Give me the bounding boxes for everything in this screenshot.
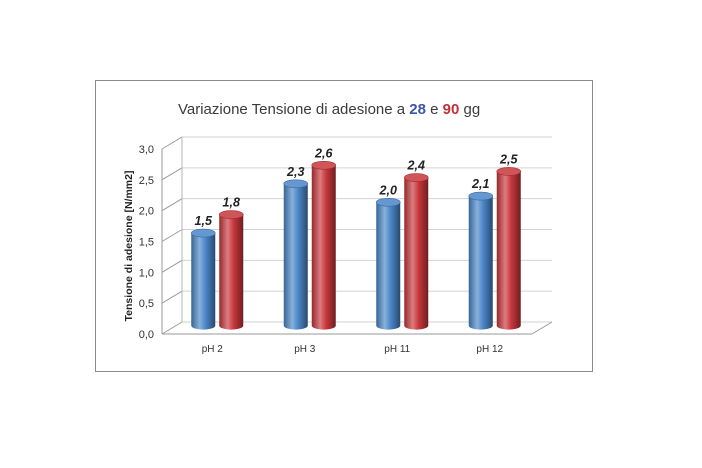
floor-edge	[531, 321, 553, 335]
data-label: 2,3	[286, 165, 304, 179]
y-tick-label: 2,0	[139, 206, 154, 218]
grid-depth-line	[161, 321, 183, 335]
bar-top-3-1	[496, 167, 522, 176]
bar-0-1	[219, 214, 244, 330]
bar-top-2-0	[375, 197, 401, 207]
x-tick-label: pH 2	[202, 344, 224, 355]
y-tick-label: 3,0	[139, 144, 154, 156]
bar-top-3-0	[468, 191, 494, 201]
data-label: 1,5	[195, 214, 213, 228]
chart-title: Variazione Tensione di adesione a 28 e 9…	[178, 101, 480, 118]
bar-top-2-1	[403, 173, 429, 182]
plot-area: 0,0 0,5 1,0 1,5 2,0 2,5 3,0 1,5 1,8 pH 2 2,3 2,6 pH …	[139, 136, 553, 355]
bar-top-0-1	[218, 210, 244, 219]
y-tick-label: 2,5	[139, 175, 154, 187]
chart-title-prefix: Variazione Tensione di adesione a	[178, 101, 409, 118]
chart-title-middle: e	[426, 101, 443, 118]
data-label: 2,6	[314, 146, 333, 160]
data-label: 2,5	[499, 152, 518, 166]
bar-3-0	[468, 196, 493, 330]
chart: Variazione Tensione di adesione a 28 e 9…	[123, 101, 553, 355]
bar-2-1	[404, 177, 429, 330]
grid-depth-line	[161, 198, 183, 212]
x-tick-label: pH 3	[294, 344, 316, 355]
y-tick-label: 1,5	[139, 237, 154, 249]
grid-depth-line	[161, 167, 183, 181]
chart-title-28: 28	[409, 101, 426, 118]
y-tick-label: 0,0	[139, 329, 154, 341]
y-tick-label: 1,0	[139, 267, 154, 279]
data-label: 2,4	[407, 159, 425, 173]
y-tick-label: 0,5	[139, 298, 154, 310]
grid-depth-line	[161, 229, 183, 242]
data-label: 2,1	[471, 177, 489, 191]
x-tick-label: pH 11	[384, 344, 410, 355]
grid-depth-line	[161, 136, 183, 150]
bar-2-0	[376, 202, 401, 330]
chart-frame: Variazione Tensione di adesione a 28 e 9…	[95, 80, 593, 372]
y-axis-label: Tensione di adesione [N/mm2]	[123, 171, 135, 322]
grid-depth-line	[161, 290, 183, 304]
chart-title-suffix: gg	[459, 101, 480, 118]
bar-0-0	[191, 233, 216, 330]
data-label: 2,0	[379, 183, 397, 197]
grid-depth-line	[161, 259, 183, 273]
bar-1-0	[283, 183, 308, 330]
bar-top-1-1	[311, 160, 337, 170]
chart-title-90: 90	[443, 101, 460, 118]
x-tick-label: pH 12	[476, 344, 503, 355]
bar-top-0-0	[190, 228, 216, 238]
bar-top-1-0	[283, 179, 309, 189]
data-label: 1,8	[223, 196, 240, 210]
bar-3-1	[496, 171, 521, 330]
bar-1-1	[311, 165, 336, 330]
